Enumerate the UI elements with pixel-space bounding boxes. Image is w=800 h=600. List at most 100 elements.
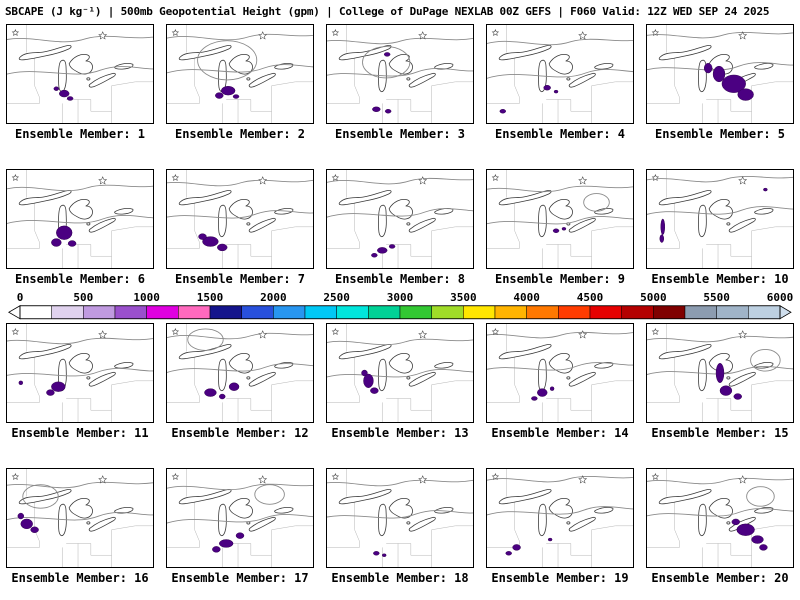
colorbar-tick-5500: 5500 (703, 291, 730, 304)
star-marker (578, 176, 588, 185)
ensemble-member-label: Ensemble Member: 10 (651, 272, 789, 286)
height-contours (327, 37, 473, 79)
ensemble-panel-9: Ensemble Member: 9 (486, 169, 634, 286)
cape-fill-regions (215, 86, 240, 99)
cape-fill-regions (18, 380, 66, 396)
map-graphic (647, 324, 793, 422)
great-lakes-outline (338, 344, 454, 392)
state-borders (647, 324, 793, 422)
star-marker (651, 28, 660, 37)
map-graphic (327, 469, 473, 567)
star-marker (418, 475, 428, 484)
star-marker (11, 472, 20, 481)
colorbar-tick-1500: 1500 (196, 291, 224, 304)
ensemble-member-label: Ensemble Member: 3 (334, 127, 466, 141)
colorbar-tick-5000: 5000 (640, 291, 667, 304)
cape-fill-regions (505, 537, 553, 556)
height-contours (167, 33, 313, 81)
ensemble-panel-7: Ensemble Member: 7 (166, 169, 314, 286)
star-marker (651, 173, 660, 182)
cape-fill-regions (372, 52, 392, 114)
star-marker (491, 28, 500, 37)
ensemble-panel-16: Ensemble Member: 16 (6, 468, 154, 585)
colorbar-tick-4000: 4000 (513, 291, 540, 304)
ensemble-member-label: Ensemble Member: 1 (14, 127, 146, 141)
height-contours (7, 184, 153, 224)
ensemble-map-7 (166, 169, 314, 269)
great-lakes-outline (18, 45, 134, 93)
ensemble-map-4 (486, 24, 634, 124)
cape-fill-regions (552, 227, 567, 233)
great-lakes-outline (658, 190, 774, 238)
star-marker (331, 173, 340, 182)
great-lakes-outline (498, 489, 614, 537)
star-marker (491, 472, 500, 481)
star-marker (171, 327, 180, 336)
ensemble-panel-6: Ensemble Member: 6 (6, 169, 154, 286)
great-lakes-outline (498, 190, 614, 238)
map-graphic (327, 170, 473, 268)
ensemble-member-label: Ensemble Member: 12 (171, 426, 309, 440)
height-contours (647, 477, 793, 517)
map-graphic (327, 25, 473, 123)
ensemble-map-3 (326, 24, 474, 124)
colorbar-gradient-bar (8, 305, 792, 320)
ensemble-panel-17: Ensemble Member: 17 (166, 468, 314, 585)
ensemble-member-label: Ensemble Member: 2 (174, 127, 306, 141)
ensemble-map-6 (6, 169, 154, 269)
panel-row-3: Ensemble Member: 11 Ensemble Member: 12 En… (0, 323, 800, 440)
star-marker (258, 330, 268, 339)
height-contours (647, 335, 793, 375)
star-marker (651, 472, 660, 481)
ensemble-map-12 (166, 323, 314, 423)
great-lakes-outline (18, 190, 134, 238)
panel-row-4: Ensemble Member: 16 Ensemble Member: 17 En… (0, 468, 800, 585)
ensemble-member-label: Ensemble Member: 9 (494, 272, 626, 286)
star-marker (578, 475, 588, 484)
star-marker (11, 327, 20, 336)
map-graphic (167, 469, 313, 567)
star-marker (11, 28, 20, 37)
ensemble-panel-4: Ensemble Member: 4 (486, 24, 634, 141)
cape-fill-regions (371, 244, 396, 258)
map-graphic (7, 324, 153, 422)
star-marker (171, 28, 180, 37)
great-lakes-outline (18, 344, 134, 392)
ensemble-map-9 (486, 169, 634, 269)
great-lakes-outline (338, 190, 454, 238)
colorbar-svg (8, 305, 792, 320)
star-marker (11, 173, 20, 182)
ensemble-map-13 (326, 323, 474, 423)
state-borders (167, 324, 313, 422)
ensemble-member-label: Ensemble Member: 13 (331, 426, 469, 440)
height-contours (327, 479, 473, 519)
colorbar-tick-2000: 2000 (260, 291, 287, 304)
state-borders (7, 469, 153, 567)
ensemble-panel-14: Ensemble Member: 14 (486, 323, 634, 440)
ensemble-member-label: Ensemble Member: 8 (334, 272, 466, 286)
state-borders (7, 324, 153, 422)
cape-fill-regions (17, 512, 39, 533)
ensemble-map-15 (646, 323, 794, 423)
map-graphic (7, 170, 153, 268)
map-graphic (7, 469, 153, 567)
star-marker (651, 327, 660, 336)
cape-fill-regions (212, 532, 245, 553)
great-lakes-outline (658, 344, 774, 392)
colorbar-tick-3000: 3000 (386, 291, 414, 304)
state-borders (327, 170, 473, 268)
star-marker (738, 176, 748, 185)
star-marker (418, 176, 428, 185)
cape-fill-regions (499, 85, 559, 114)
star-marker (258, 176, 268, 185)
colorbar-tick-2500: 2500 (323, 291, 350, 304)
star-marker (331, 327, 340, 336)
map-graphic (7, 25, 153, 123)
height-contours (167, 483, 313, 524)
star-marker (738, 330, 748, 339)
ensemble-panel-3: Ensemble Member: 3 (326, 24, 474, 141)
colorbar-tick-500: 500 (73, 291, 94, 304)
map-graphic (487, 324, 633, 422)
star-marker (418, 330, 428, 339)
great-lakes-outline (338, 489, 454, 537)
